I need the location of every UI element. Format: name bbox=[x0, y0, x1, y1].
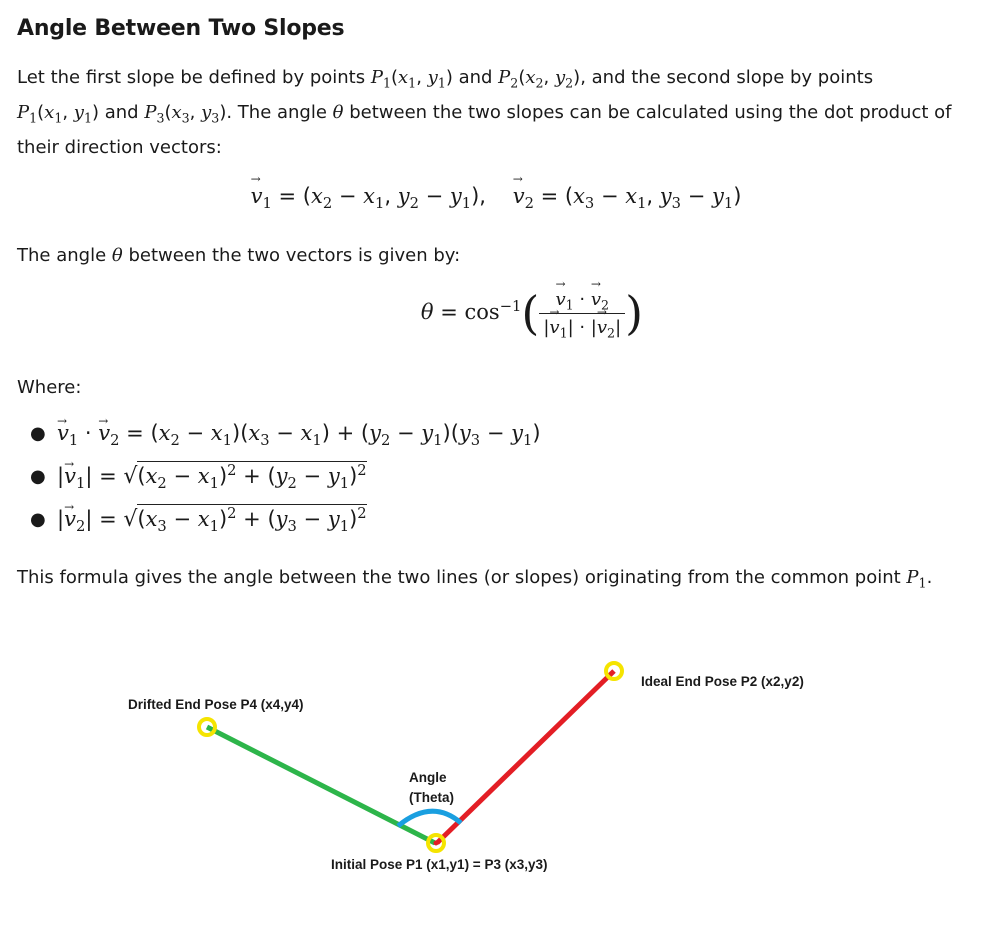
ideal-line bbox=[435, 669, 616, 845]
p2-marker bbox=[604, 661, 624, 681]
page-title: Angle Between Two Slopes bbox=[17, 16, 345, 41]
label-p1: Initial Pose P1 (x1,y1) = P3 (x3,y3) bbox=[331, 857, 547, 872]
angle-arc bbox=[396, 808, 463, 828]
angle-intro-text: The angle θ between the two vectors is g… bbox=[17, 245, 461, 266]
p1-marker bbox=[426, 833, 446, 853]
label-angle-line1: Angle bbox=[409, 770, 447, 785]
where-label: Where: bbox=[17, 377, 82, 398]
label-p4: Drifted End Pose P4 (x4,y4) bbox=[128, 697, 304, 712]
intro-paragraph: Let the first slope be defined by points… bbox=[17, 67, 952, 158]
p4-marker bbox=[197, 717, 217, 737]
definitions-list: ●v1 · v2 = (x2 − x1)(x3 − x1) + (y2 − y1… bbox=[17, 400, 541, 541]
vector-definitions: v1 = (x2 − x1, y2 − y1), v2 = (x3 − x1, … bbox=[17, 172, 975, 211]
label-angle-line2: (Theta) bbox=[409, 790, 454, 805]
list-item: ●v1 · v2 = (x2 − x1)(x3 − x1) + (y2 − y1… bbox=[17, 400, 541, 455]
p1-center-dot bbox=[433, 840, 439, 846]
label-p2: Ideal End Pose P2 (x2,y2) bbox=[641, 674, 804, 689]
conclusion-text: This formula gives the angle between the… bbox=[17, 567, 933, 591]
list-item: ●|v1| = √(x2 − x1)2 + (y2 − y1)2 bbox=[17, 443, 541, 498]
list-item: ●|v2| = √(x3 − x1)2 + (y3 − y1)2 bbox=[17, 486, 541, 541]
angle-formula: θ = cos−1(v1 · v2|v1| · |v2|) bbox=[17, 277, 988, 341]
